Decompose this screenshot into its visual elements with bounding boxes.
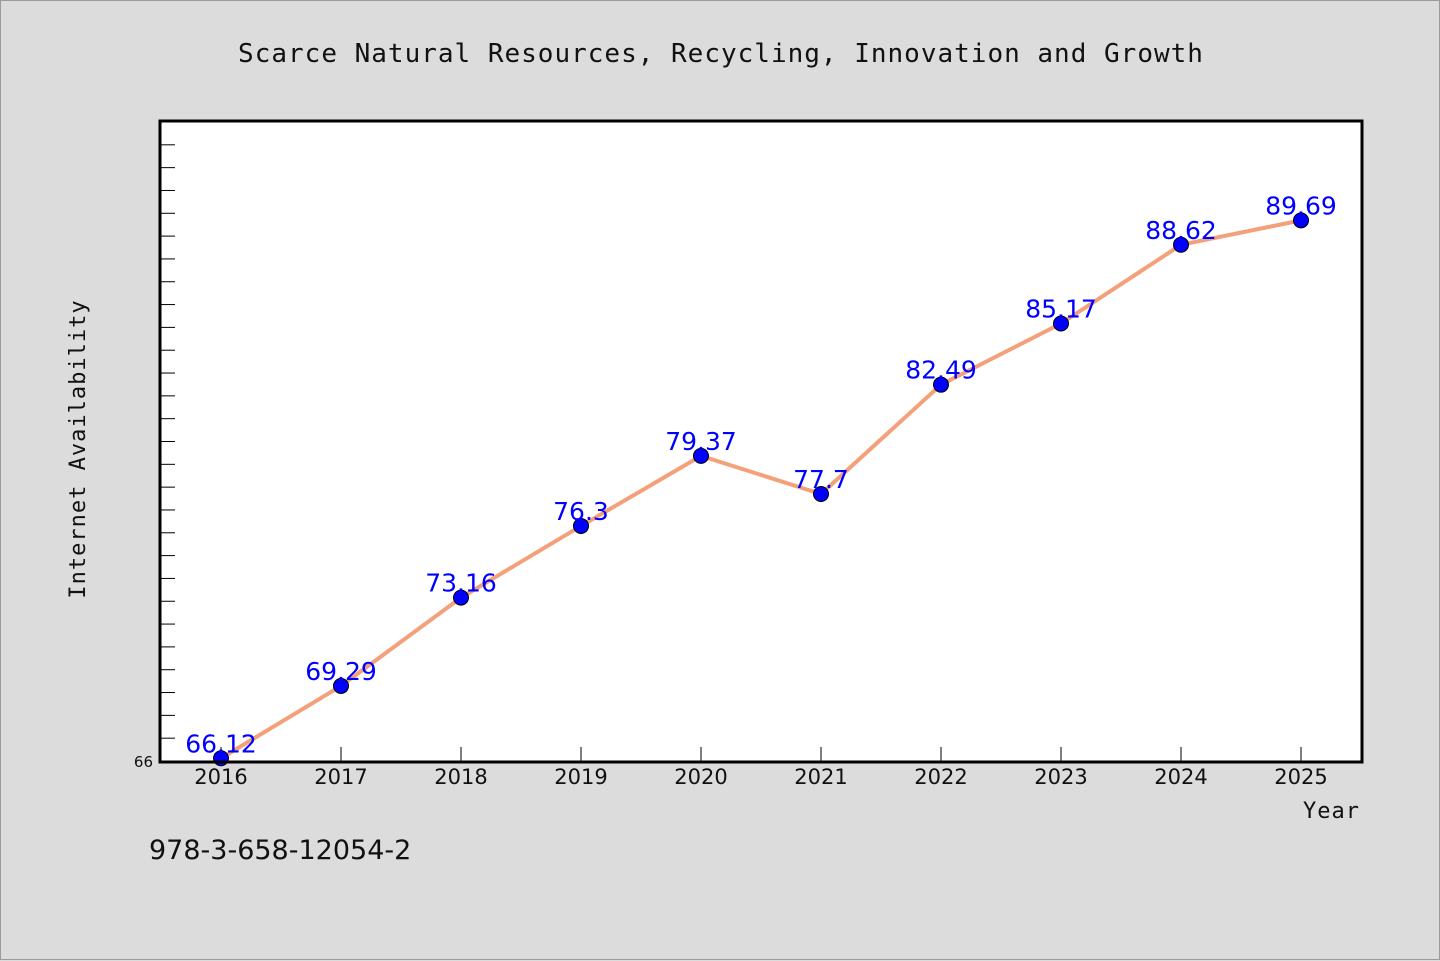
data-point [1173, 236, 1189, 253]
data-point [333, 677, 349, 694]
x-tick-label: 2023 [1034, 765, 1087, 789]
y-axis-ticks [161, 144, 175, 739]
data-label: 82.49 [905, 356, 977, 385]
x-tick-label: 2019 [554, 765, 607, 789]
data-point [573, 517, 589, 534]
data-point [453, 589, 469, 606]
y-axis-title: Internet Availability [66, 299, 91, 598]
data-label: 79.37 [665, 427, 737, 456]
plot-area [160, 121, 1362, 762]
x-tick-label: 2021 [794, 765, 847, 789]
x-tick-label: 2024 [1154, 765, 1207, 789]
data-point [1293, 212, 1309, 229]
x-tick-label: 2017 [314, 765, 367, 789]
data-point [813, 485, 829, 502]
x-tick-label: 2022 [914, 765, 967, 789]
data-labels: 66.12 69.29 73.16 76.3 79.37 77.7 82.49 85.17 88… [185, 191, 1337, 758]
x-tick-label: 2018 [434, 765, 487, 789]
x-axis-ticks: 2016 2017 2018 2019 2020 2021 2022 2023 2024 2025 [194, 747, 1328, 789]
isbn-label: 978-3-658-12054-2 [149, 835, 412, 866]
series-line [219, 218, 1302, 760]
data-label: 69.29 [305, 657, 377, 686]
data-point [933, 376, 949, 393]
data-label: 66.12 [185, 729, 257, 758]
chart-title: Scarce Natural Resources, Recycling, Inn… [238, 39, 1204, 69]
data-point [693, 447, 709, 464]
data-label: 88.62 [1145, 216, 1217, 245]
data-label: 89.69 [1265, 191, 1337, 220]
data-label: 73.16 [425, 569, 497, 598]
data-label: 85.17 [1025, 295, 1097, 324]
y-tick-label: 66 [134, 753, 153, 771]
x-axis-title: Year [1303, 799, 1360, 824]
data-label: 76.3 [553, 497, 609, 526]
x-tick-label: 2020 [674, 765, 727, 789]
data-point [1053, 315, 1069, 332]
data-label: 77.7 [793, 465, 849, 494]
x-tick-label: 2025 [1274, 765, 1327, 789]
x-tick-label: 2016 [194, 765, 247, 789]
plot-frame [158, 119, 1364, 764]
